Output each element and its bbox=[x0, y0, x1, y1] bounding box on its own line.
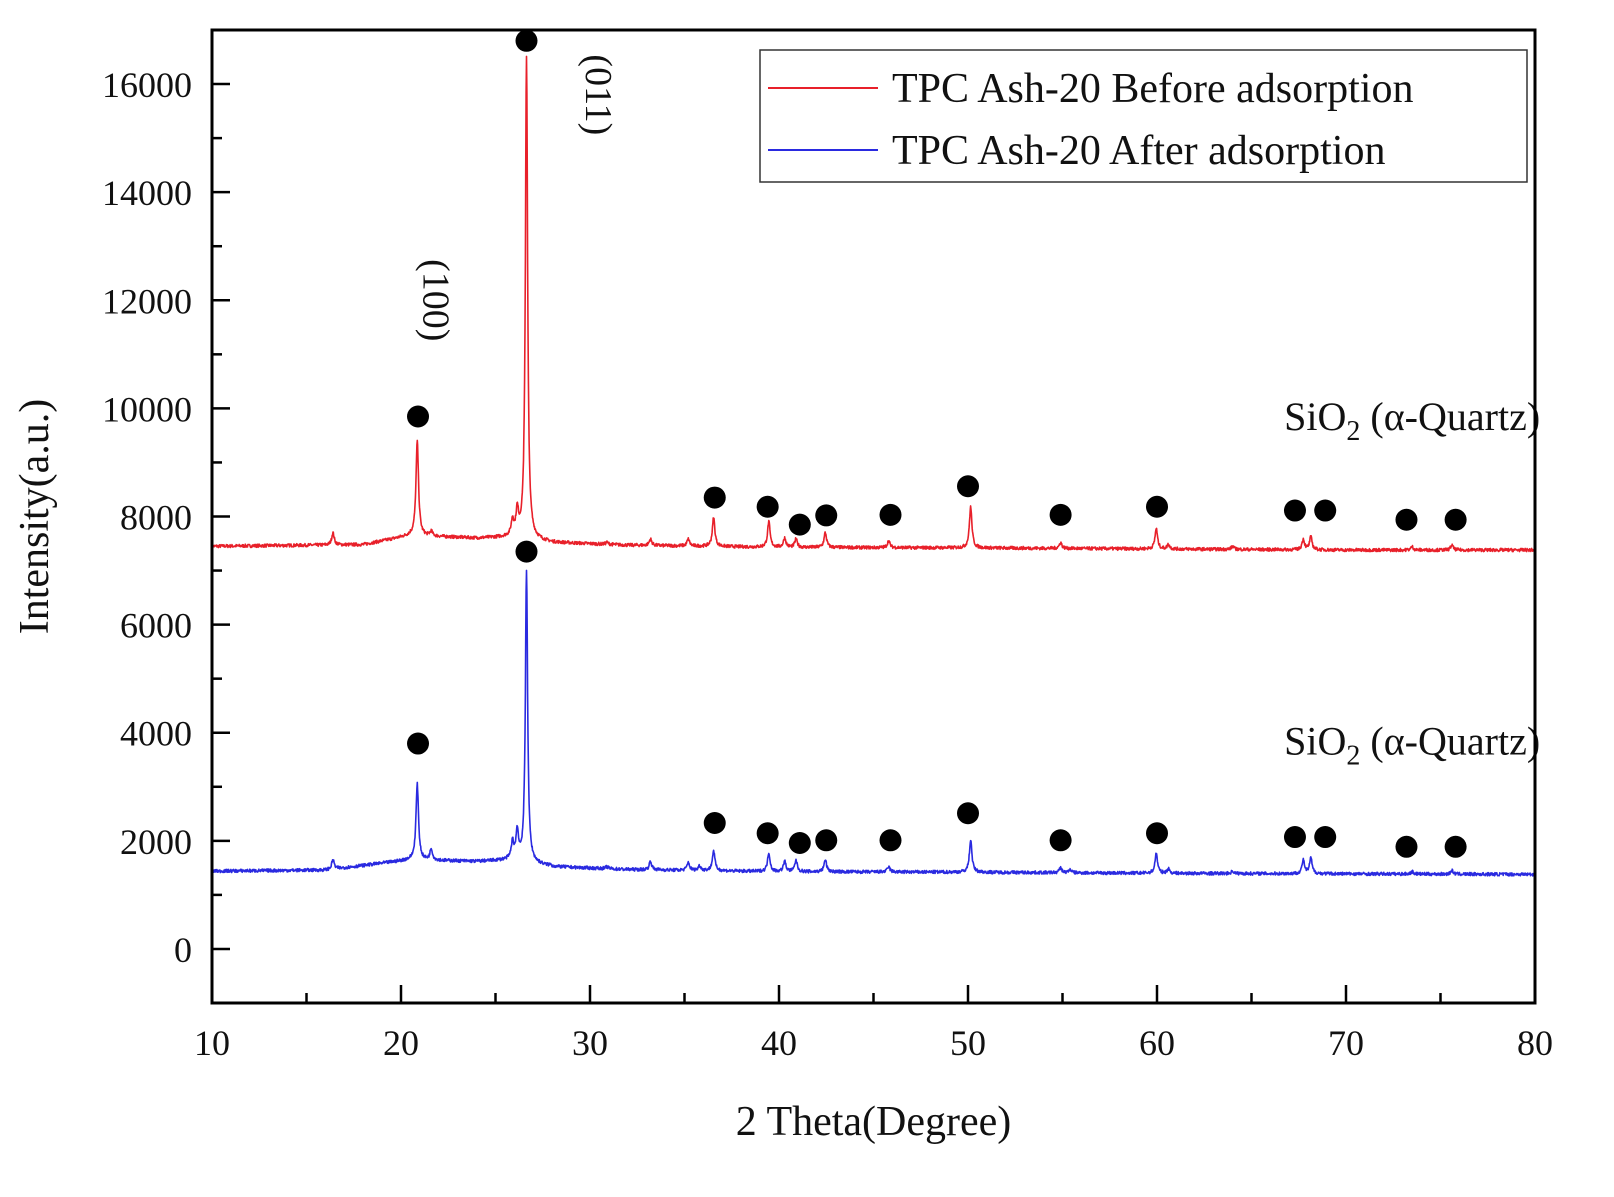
quartz-marker-after bbox=[1444, 835, 1467, 858]
phase-label-subscript: 2 bbox=[1346, 416, 1360, 447]
phase-label-after: SiO2 (α-Quartz) bbox=[1284, 718, 1540, 771]
x-tick-label: 30 bbox=[572, 1023, 608, 1063]
quartz-marker-before bbox=[957, 475, 979, 498]
quartz-marker-after bbox=[1283, 826, 1306, 849]
x-tick-label: 40 bbox=[761, 1023, 797, 1063]
quartz-marker-before bbox=[1444, 508, 1467, 531]
x-tick-label: 20 bbox=[383, 1023, 419, 1063]
quartz-marker-after bbox=[879, 829, 902, 852]
series-line-after bbox=[211, 569, 1536, 877]
quartz-marker-after bbox=[1395, 835, 1418, 858]
x-tick-label: 60 bbox=[1139, 1023, 1175, 1063]
quartz-marker-after bbox=[756, 822, 779, 845]
quartz-marker-after bbox=[407, 732, 430, 755]
quartz-marker-before bbox=[788, 513, 811, 536]
quartz-marker-before bbox=[515, 29, 538, 52]
legend-label-before: TPC Ash-20 Before adsorption bbox=[892, 66, 1413, 112]
quartz-marker-after bbox=[703, 811, 726, 834]
y-tick-label: 12000 bbox=[102, 281, 192, 321]
y-tick-label: 0 bbox=[174, 930, 192, 970]
y-tick-label: 14000 bbox=[102, 173, 192, 213]
x-tick-label: 70 bbox=[1328, 1023, 1364, 1063]
quartz-marker-after bbox=[957, 802, 979, 825]
phase-label-subscript: 2 bbox=[1346, 740, 1360, 771]
y-tick-label: 8000 bbox=[120, 498, 192, 538]
x-tick-label: 80 bbox=[1517, 1023, 1553, 1063]
y-tick-label: 4000 bbox=[120, 714, 192, 754]
quartz-marker-before bbox=[703, 486, 726, 509]
phase-label-main: SiO bbox=[1284, 718, 1346, 763]
phase-label-rest: (α-Quartz) bbox=[1360, 718, 1540, 763]
quartz-marker-after bbox=[815, 829, 838, 852]
quartz-marker-before bbox=[1395, 508, 1418, 531]
x-tick-label: 10 bbox=[194, 1023, 230, 1063]
annotation-layer: (100) (011) SiO2 (α-Quartz) SiO2 (α-Quar… bbox=[415, 54, 1540, 771]
quartz-marker-before bbox=[407, 405, 430, 428]
quartz-marker-after bbox=[788, 831, 811, 854]
phase-label-main: SiO bbox=[1284, 394, 1346, 439]
quartz-marker-before bbox=[1146, 495, 1168, 518]
series-line-before bbox=[211, 55, 1536, 553]
quartz-marker-before bbox=[756, 495, 779, 518]
annotation-100: (100) bbox=[415, 259, 457, 341]
quartz-marker-before bbox=[1049, 503, 1072, 526]
quartz-marker-before bbox=[879, 503, 902, 526]
quartz-marker-after bbox=[1049, 829, 1072, 852]
legend-label-after: TPC Ash-20 After adsorption bbox=[892, 128, 1385, 174]
phase-label-rest: (α-Quartz) bbox=[1360, 394, 1540, 439]
marker-layer bbox=[407, 29, 1467, 858]
y-tick-label: 2000 bbox=[120, 822, 192, 862]
phase-label-before: SiO2 (α-Quartz) bbox=[1284, 394, 1540, 447]
y-tick-label: 16000 bbox=[102, 65, 192, 105]
x-tick-label: 50 bbox=[950, 1023, 986, 1063]
quartz-marker-before bbox=[1314, 499, 1337, 522]
x-axis-title: 2 Theta(Degree) bbox=[736, 1099, 1012, 1145]
quartz-marker-before bbox=[1283, 499, 1306, 522]
y-axis-title: Intensity(a.u.) bbox=[12, 399, 58, 635]
quartz-marker-after bbox=[515, 540, 538, 563]
y-tick-label: 6000 bbox=[120, 606, 192, 646]
quartz-marker-before bbox=[815, 504, 838, 527]
legend: TPC Ash-20 Before adsorption TPC Ash-20 … bbox=[759, 49, 1528, 183]
legend-box bbox=[759, 49, 1528, 183]
annotation-011: (011) bbox=[577, 54, 619, 135]
quartz-marker-after bbox=[1146, 822, 1168, 845]
series-layer bbox=[211, 55, 1536, 877]
axes-layer: 10 20 30 40 50 60 70 80 0 2000 4000 6000 8000 10000 12… bbox=[102, 28, 1553, 1063]
quartz-marker-after bbox=[1314, 826, 1337, 849]
y-tick-label: 10000 bbox=[102, 389, 192, 429]
